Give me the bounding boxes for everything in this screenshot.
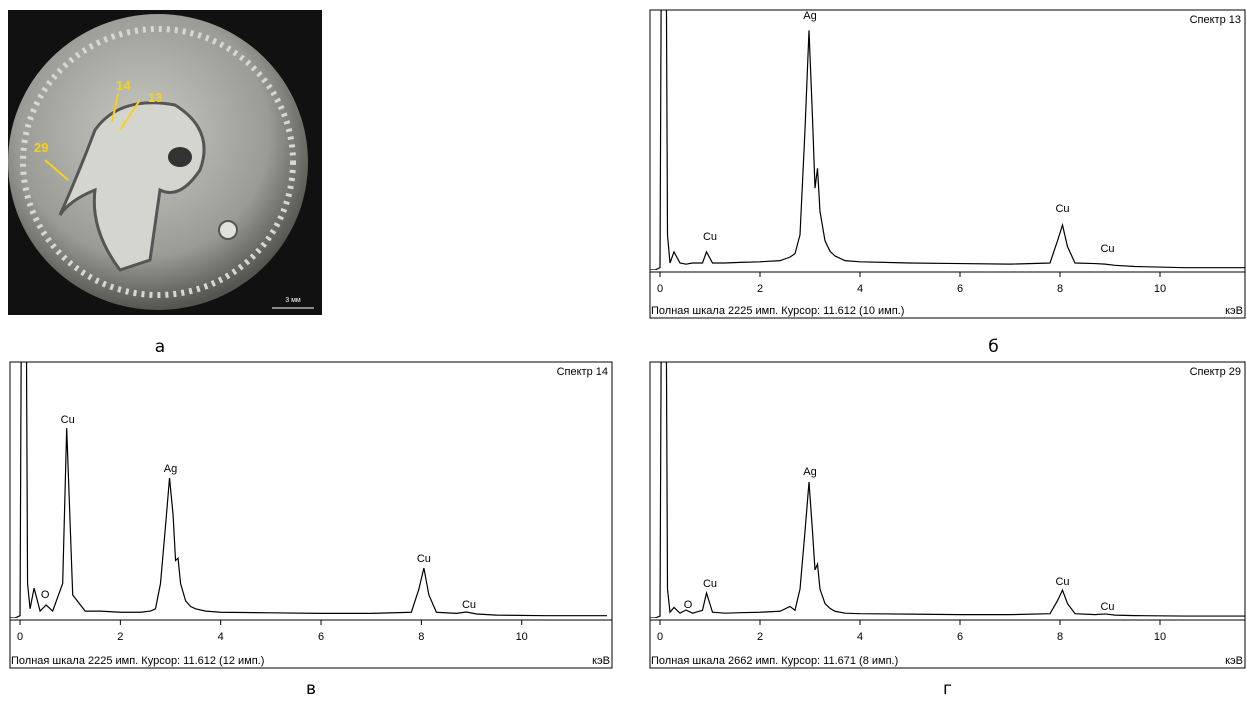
spectrum-chart: 0 2 4 6 8 10 Ag Cu Cu Cu Спектр 13 Полная шкала 222…	[649, 9, 1246, 357]
caption: б	[988, 337, 998, 357]
coin-head	[58, 101, 206, 272]
point-label: 14	[116, 78, 131, 93]
coin-rim	[20, 26, 296, 298]
coin-dot	[218, 220, 238, 240]
x-tick-label: 10	[516, 631, 528, 643]
spectrum-line	[650, 10, 1245, 270]
peak-label: Cu	[1100, 601, 1114, 613]
peak-label: Cu	[1055, 576, 1069, 588]
chart-title: Спектр 14	[557, 366, 608, 378]
scale-bar-label: 3 мм	[285, 297, 301, 304]
peak-label: Ag	[164, 463, 177, 475]
x-axis-label: кэВ	[1225, 655, 1243, 667]
x-axis-label: кэВ	[1225, 305, 1243, 317]
x-tick-label: 6	[318, 631, 324, 643]
caption: г	[943, 679, 952, 699]
spectrum-chart: 0 2 4 6 8 10 Ag Cu O Cu Cu Спектр 29 Полная шкала 26…	[649, 361, 1246, 699]
x-tick-label: 4	[857, 283, 863, 295]
x-tick-label: 2	[757, 631, 763, 643]
caption: а	[155, 337, 165, 357]
x-tick-label: 2	[757, 283, 763, 295]
spectrum-line	[10, 362, 607, 618]
x-tick-label: 2	[117, 631, 123, 643]
chart-title: Спектр 29	[1190, 366, 1241, 378]
chart-frame	[9, 361, 613, 669]
spectrum-chart: 0 2 4 6 8 10 Cu Ag O Cu Cu Спектр 14 Полная шкала 22…	[9, 361, 613, 699]
peak-label: Cu	[417, 553, 431, 565]
arrows	[44, 93, 141, 181]
chart-title: Спектр 13	[1190, 14, 1241, 26]
footer: Полная шкала 2662 имп. Курсор: 11.671 (8…	[651, 655, 898, 667]
peak-label: Cu	[462, 599, 476, 611]
x-tick-label: 10	[1154, 631, 1166, 643]
x-axis-label: кэВ	[592, 655, 610, 667]
spectrum-line	[650, 362, 1245, 618]
x-tick-label: 8	[418, 631, 424, 643]
x-tick-label: 4	[218, 631, 224, 643]
point-label: 29	[34, 140, 48, 155]
photo: 14 13 29 3 мм а	[8, 10, 322, 357]
footer: Полная шкала 2225 имп. Курсор: 11.612 (1…	[11, 655, 264, 667]
x-tick-label: 4	[857, 631, 863, 643]
chart-frame	[649, 361, 1246, 669]
peak-label: Cu	[61, 414, 75, 426]
peak-label: Cu	[1055, 203, 1069, 215]
scale-bar-bg	[270, 296, 316, 310]
coin-eye	[168, 147, 192, 167]
peak-label: Cu	[703, 231, 717, 243]
x-tick-label: 0	[17, 631, 23, 643]
peak-label: Ag	[803, 466, 816, 478]
peak-label: Cu	[703, 578, 717, 590]
x-tick-label: 6	[957, 631, 963, 643]
point-label: 13	[148, 90, 162, 105]
x-tick-label: 0	[657, 631, 663, 643]
peak-label: O	[41, 589, 50, 601]
peak-label: Ag	[803, 10, 816, 22]
x-tick-label: 0	[657, 283, 663, 295]
x-tick-label: 6	[957, 283, 963, 295]
x-tick-label: 8	[1057, 283, 1063, 295]
footer: Полная шкала 2225 имп. Курсор: 11.612 (1…	[651, 305, 904, 317]
peak-label: O	[684, 599, 693, 611]
x-tick-label: 10	[1154, 283, 1166, 295]
peak-label: Cu	[1100, 243, 1114, 255]
x-tick-label: 8	[1057, 631, 1063, 643]
caption: в	[306, 679, 316, 699]
